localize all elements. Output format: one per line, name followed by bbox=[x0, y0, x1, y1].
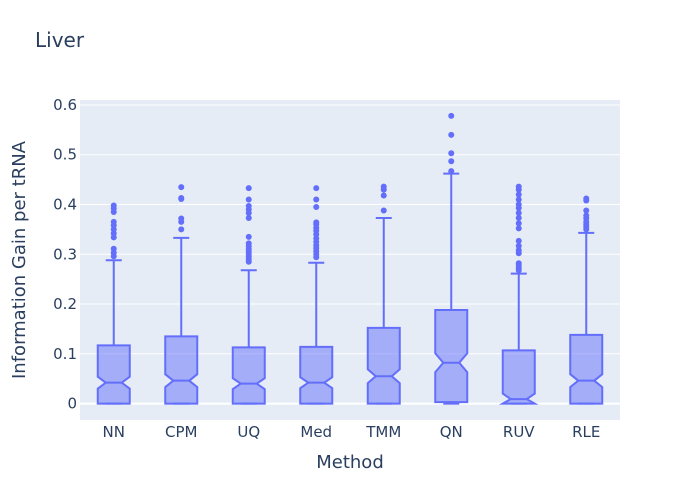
outlier-point bbox=[110, 202, 117, 209]
outlier-point bbox=[515, 209, 522, 216]
outlier-point bbox=[313, 185, 320, 192]
outlier-point bbox=[583, 195, 590, 202]
outlier-point bbox=[583, 212, 590, 219]
box-ruv bbox=[498, 183, 539, 405]
outlier-point bbox=[245, 196, 252, 203]
x-tick-label: TMM bbox=[365, 423, 401, 441]
outlier-point bbox=[178, 195, 185, 202]
outlier-point bbox=[380, 183, 387, 190]
outlier-point bbox=[245, 240, 252, 247]
y-tick-labels: 0 0.1 0.2 0.3 0.4 0.5 0.6 bbox=[53, 96, 77, 413]
y-axis-title: Information Gain per tRNA bbox=[9, 140, 30, 379]
x-tick-label: NN bbox=[103, 423, 125, 441]
box-cpm bbox=[164, 184, 199, 405]
outlier-point bbox=[515, 242, 522, 249]
y-tick-label: 0.1 bbox=[53, 345, 77, 363]
y-tick-label: 0.3 bbox=[53, 245, 77, 263]
outlier-point bbox=[515, 220, 522, 227]
outlier-point bbox=[515, 183, 522, 190]
outlier-point bbox=[178, 215, 185, 222]
outlier-point bbox=[313, 203, 320, 210]
x-tick-label: UQ bbox=[237, 423, 260, 441]
outlier-point bbox=[313, 196, 320, 203]
outlier-point bbox=[245, 185, 252, 192]
outlier-point bbox=[380, 192, 387, 199]
box-uq bbox=[231, 185, 266, 405]
outlier-point bbox=[515, 247, 522, 254]
outlier-point bbox=[515, 214, 522, 221]
outlier-point bbox=[515, 225, 522, 232]
outlier-point bbox=[583, 207, 590, 214]
outlier-point bbox=[448, 131, 455, 138]
outlier-point bbox=[515, 201, 522, 208]
outlier-point bbox=[313, 219, 320, 226]
y-tick-label: 0.2 bbox=[53, 295, 77, 313]
outlier-point bbox=[515, 191, 522, 198]
box-body bbox=[164, 335, 199, 405]
box-tmm bbox=[366, 183, 401, 405]
outlier-point bbox=[110, 218, 117, 225]
box-rle bbox=[569, 195, 604, 405]
x-tick-label: CPM bbox=[165, 423, 197, 441]
box-body bbox=[498, 349, 539, 405]
outlier-point bbox=[245, 203, 252, 210]
outlier-point bbox=[178, 184, 185, 191]
outlier-point bbox=[245, 233, 252, 240]
y-tick-label: 0.4 bbox=[53, 196, 77, 214]
x-tick-labels: NN CPM UQ Med TMM QN RUV RLE bbox=[103, 423, 601, 441]
outlier-point bbox=[515, 196, 522, 203]
outlier-point bbox=[380, 207, 387, 214]
x-tick-label: RLE bbox=[572, 423, 600, 441]
box-qn bbox=[434, 112, 469, 405]
outlier-point bbox=[448, 158, 455, 165]
box-body bbox=[569, 333, 604, 405]
x-tick-label: RUV bbox=[503, 423, 535, 441]
box-body bbox=[299, 345, 334, 405]
x-tick-label: QN bbox=[440, 423, 463, 441]
outlier-point bbox=[515, 260, 522, 267]
outlier-point bbox=[448, 150, 455, 157]
outlier-point bbox=[515, 237, 522, 244]
plot-area bbox=[80, 100, 620, 420]
y-tick-label: 0.6 bbox=[53, 96, 77, 114]
box-body bbox=[434, 309, 469, 404]
box-nn bbox=[96, 202, 131, 405]
boxes bbox=[96, 112, 604, 405]
outlier-point bbox=[245, 214, 252, 221]
box-body bbox=[231, 346, 266, 405]
outlier-point bbox=[110, 245, 117, 252]
box-med bbox=[299, 185, 334, 405]
chart-title: Liver bbox=[35, 28, 85, 52]
y-tick-label: 0 bbox=[67, 395, 77, 413]
outlier-point bbox=[448, 112, 455, 119]
x-axis-title: Method bbox=[316, 452, 384, 473]
y-tick-label: 0.5 bbox=[53, 146, 77, 164]
outlier-point bbox=[178, 226, 185, 233]
box-body bbox=[366, 326, 401, 405]
outlier-point bbox=[448, 168, 455, 175]
box-body bbox=[96, 344, 131, 405]
x-tick-label: Med bbox=[300, 423, 332, 441]
